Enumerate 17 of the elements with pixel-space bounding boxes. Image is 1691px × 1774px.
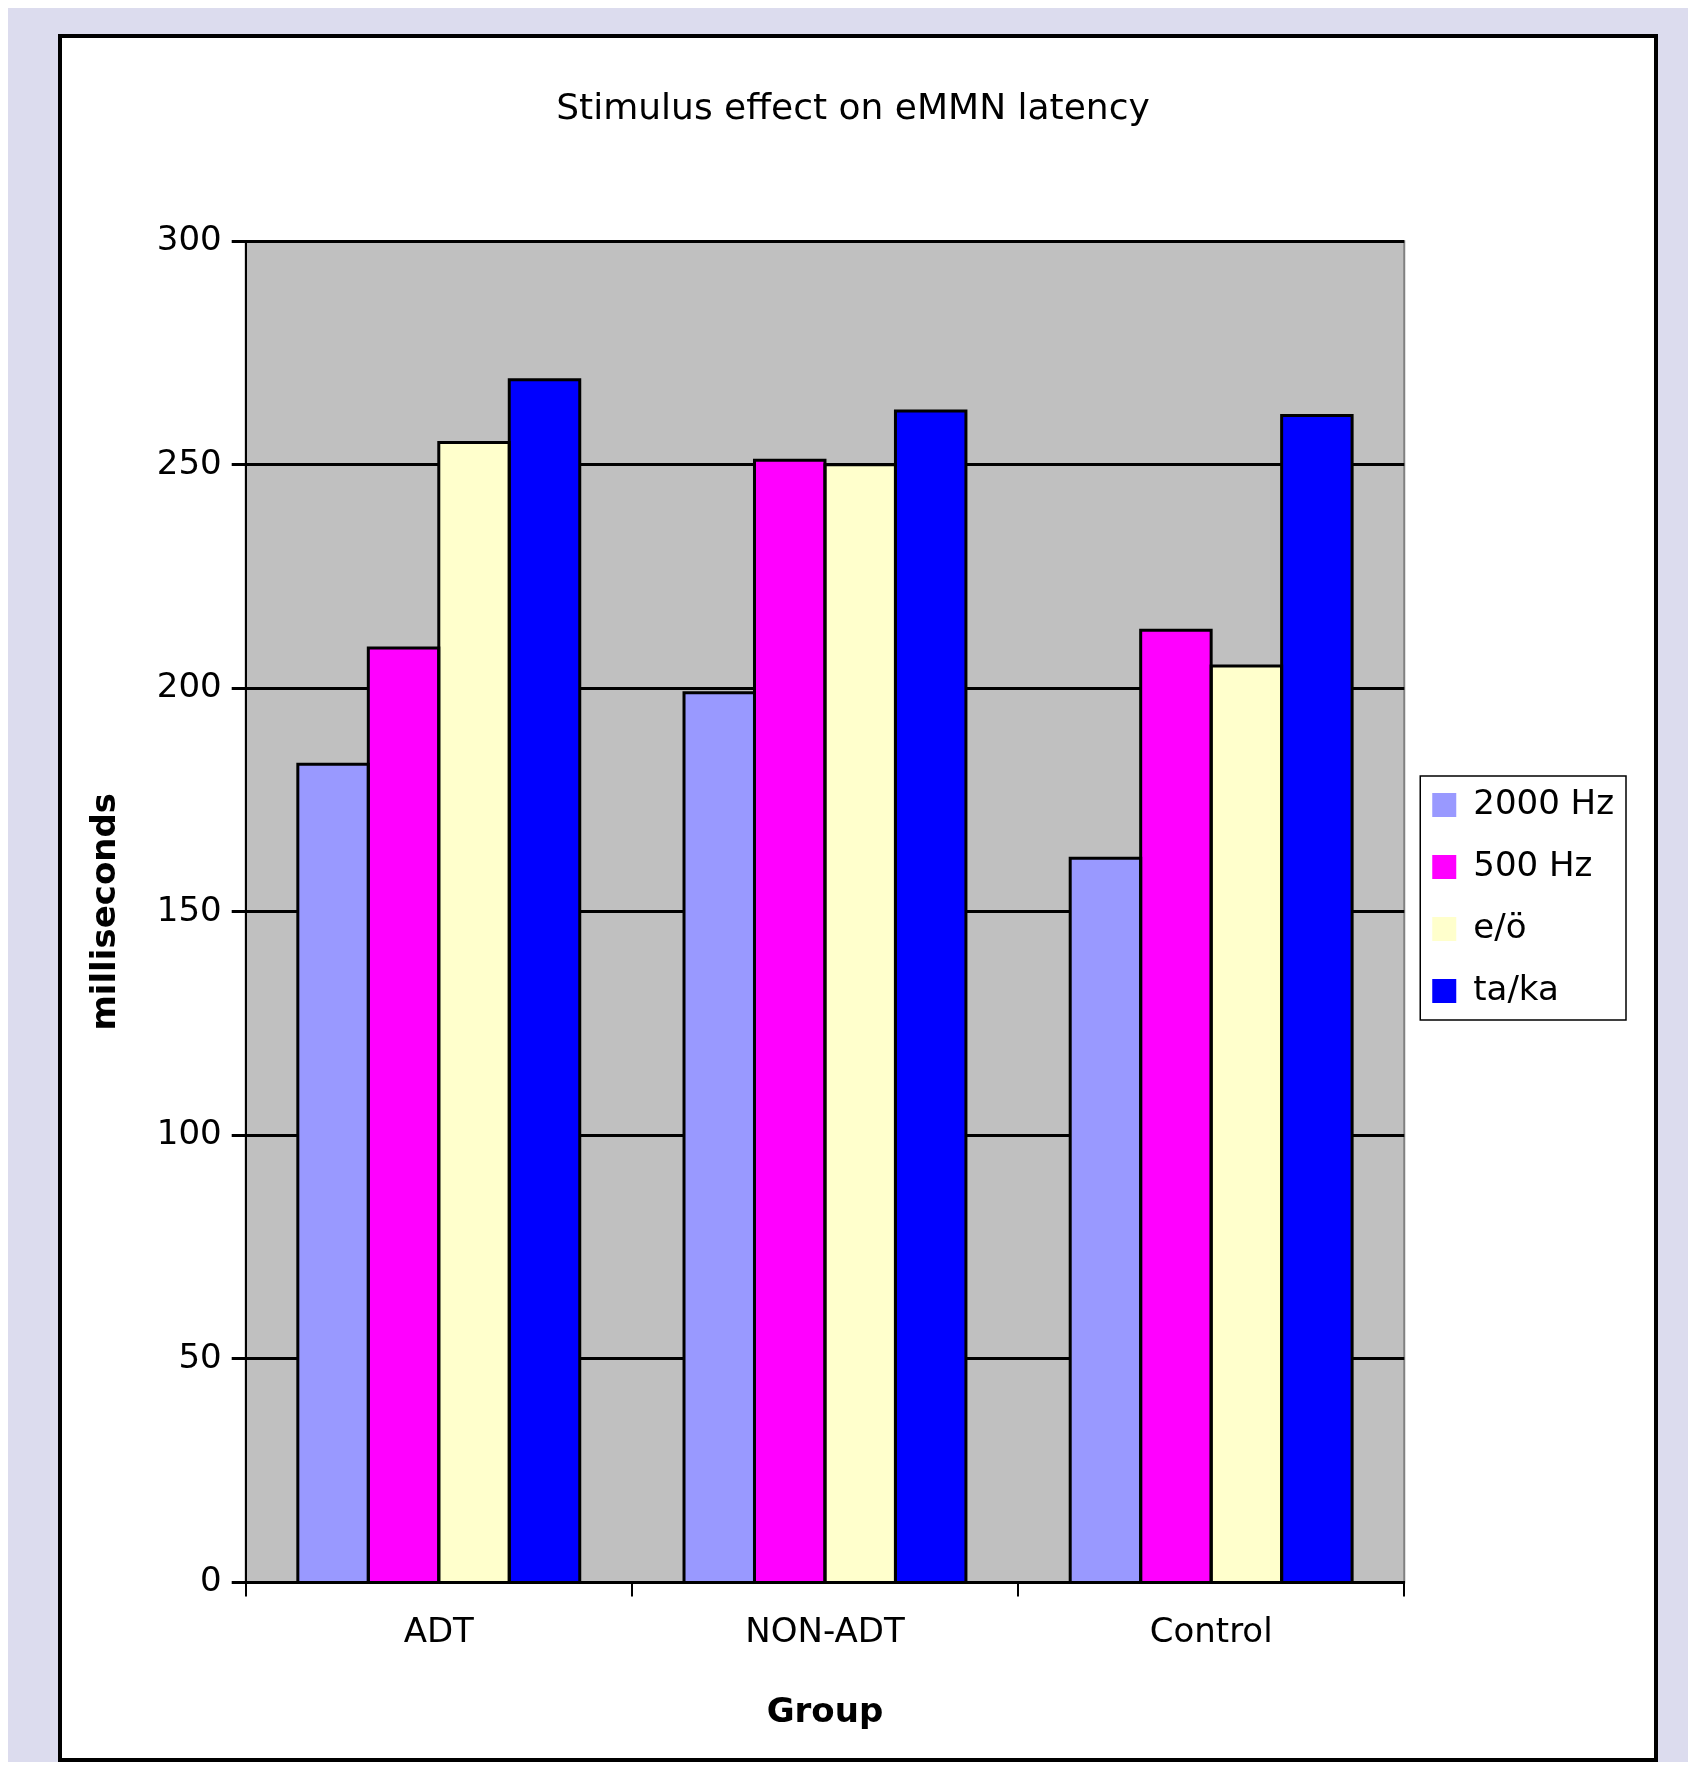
legend-label: 500 Hz [1473,843,1593,884]
y-tick-label: 150 [156,888,222,929]
y-tick-label: 0 [200,1559,222,1600]
x-tick-label: ADT [403,1609,475,1650]
x-axis-title: Group [766,1690,884,1731]
y-tick-label: 250 [156,441,222,482]
y-tick-label: 200 [156,665,222,706]
legend-label: ta/ka [1473,967,1559,1008]
y-tick-label: 50 [178,1335,222,1376]
y-axis-title: milliseconds [83,792,124,1031]
x-tick-label: Control [1149,1609,1273,1650]
y-tick-label: 100 [156,1112,222,1153]
legend-label: e/ö [1473,905,1527,946]
chart-title: Stimulus effect on eMMN latency [556,85,1150,127]
x-tick-label: NON-ADT [745,1609,905,1650]
legend-label: 2000 Hz [1473,781,1614,822]
y-tick-label: 300 [156,218,222,259]
